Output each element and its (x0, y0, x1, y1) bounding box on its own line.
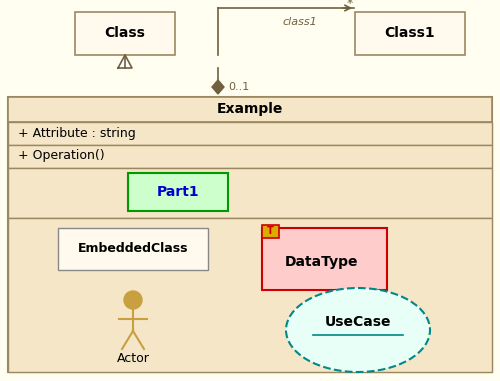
Bar (8, 97, 492, 122)
Bar (75, 12, 175, 55)
Text: Example: Example (217, 102, 283, 116)
Text: + Attribute : string: + Attribute : string (18, 126, 136, 139)
Polygon shape (118, 55, 132, 68)
Text: EmbeddedClass: EmbeddedClass (78, 242, 188, 256)
Bar (58, 228, 208, 270)
Ellipse shape (286, 288, 430, 372)
Text: UseCase: UseCase (325, 315, 391, 329)
Bar (8, 97, 492, 372)
Text: Class: Class (104, 26, 146, 40)
Bar (8, 168, 492, 218)
Bar (8, 145, 492, 168)
Text: + Operation(): + Operation() (18, 149, 104, 163)
Bar (8, 122, 492, 145)
Text: Part1: Part1 (156, 185, 200, 199)
Bar (262, 225, 279, 238)
Bar (355, 12, 465, 55)
Text: 0..1: 0..1 (228, 82, 249, 92)
Bar (8, 218, 492, 372)
Text: *: * (347, 0, 353, 11)
Bar (262, 228, 387, 290)
Text: Class1: Class1 (384, 26, 436, 40)
Polygon shape (212, 80, 224, 94)
Text: DataType: DataType (285, 255, 359, 269)
Bar (128, 173, 228, 211)
Text: T: T (266, 226, 274, 236)
Circle shape (124, 291, 142, 309)
Text: class1: class1 (282, 17, 318, 27)
Text: Actor: Actor (116, 352, 150, 365)
